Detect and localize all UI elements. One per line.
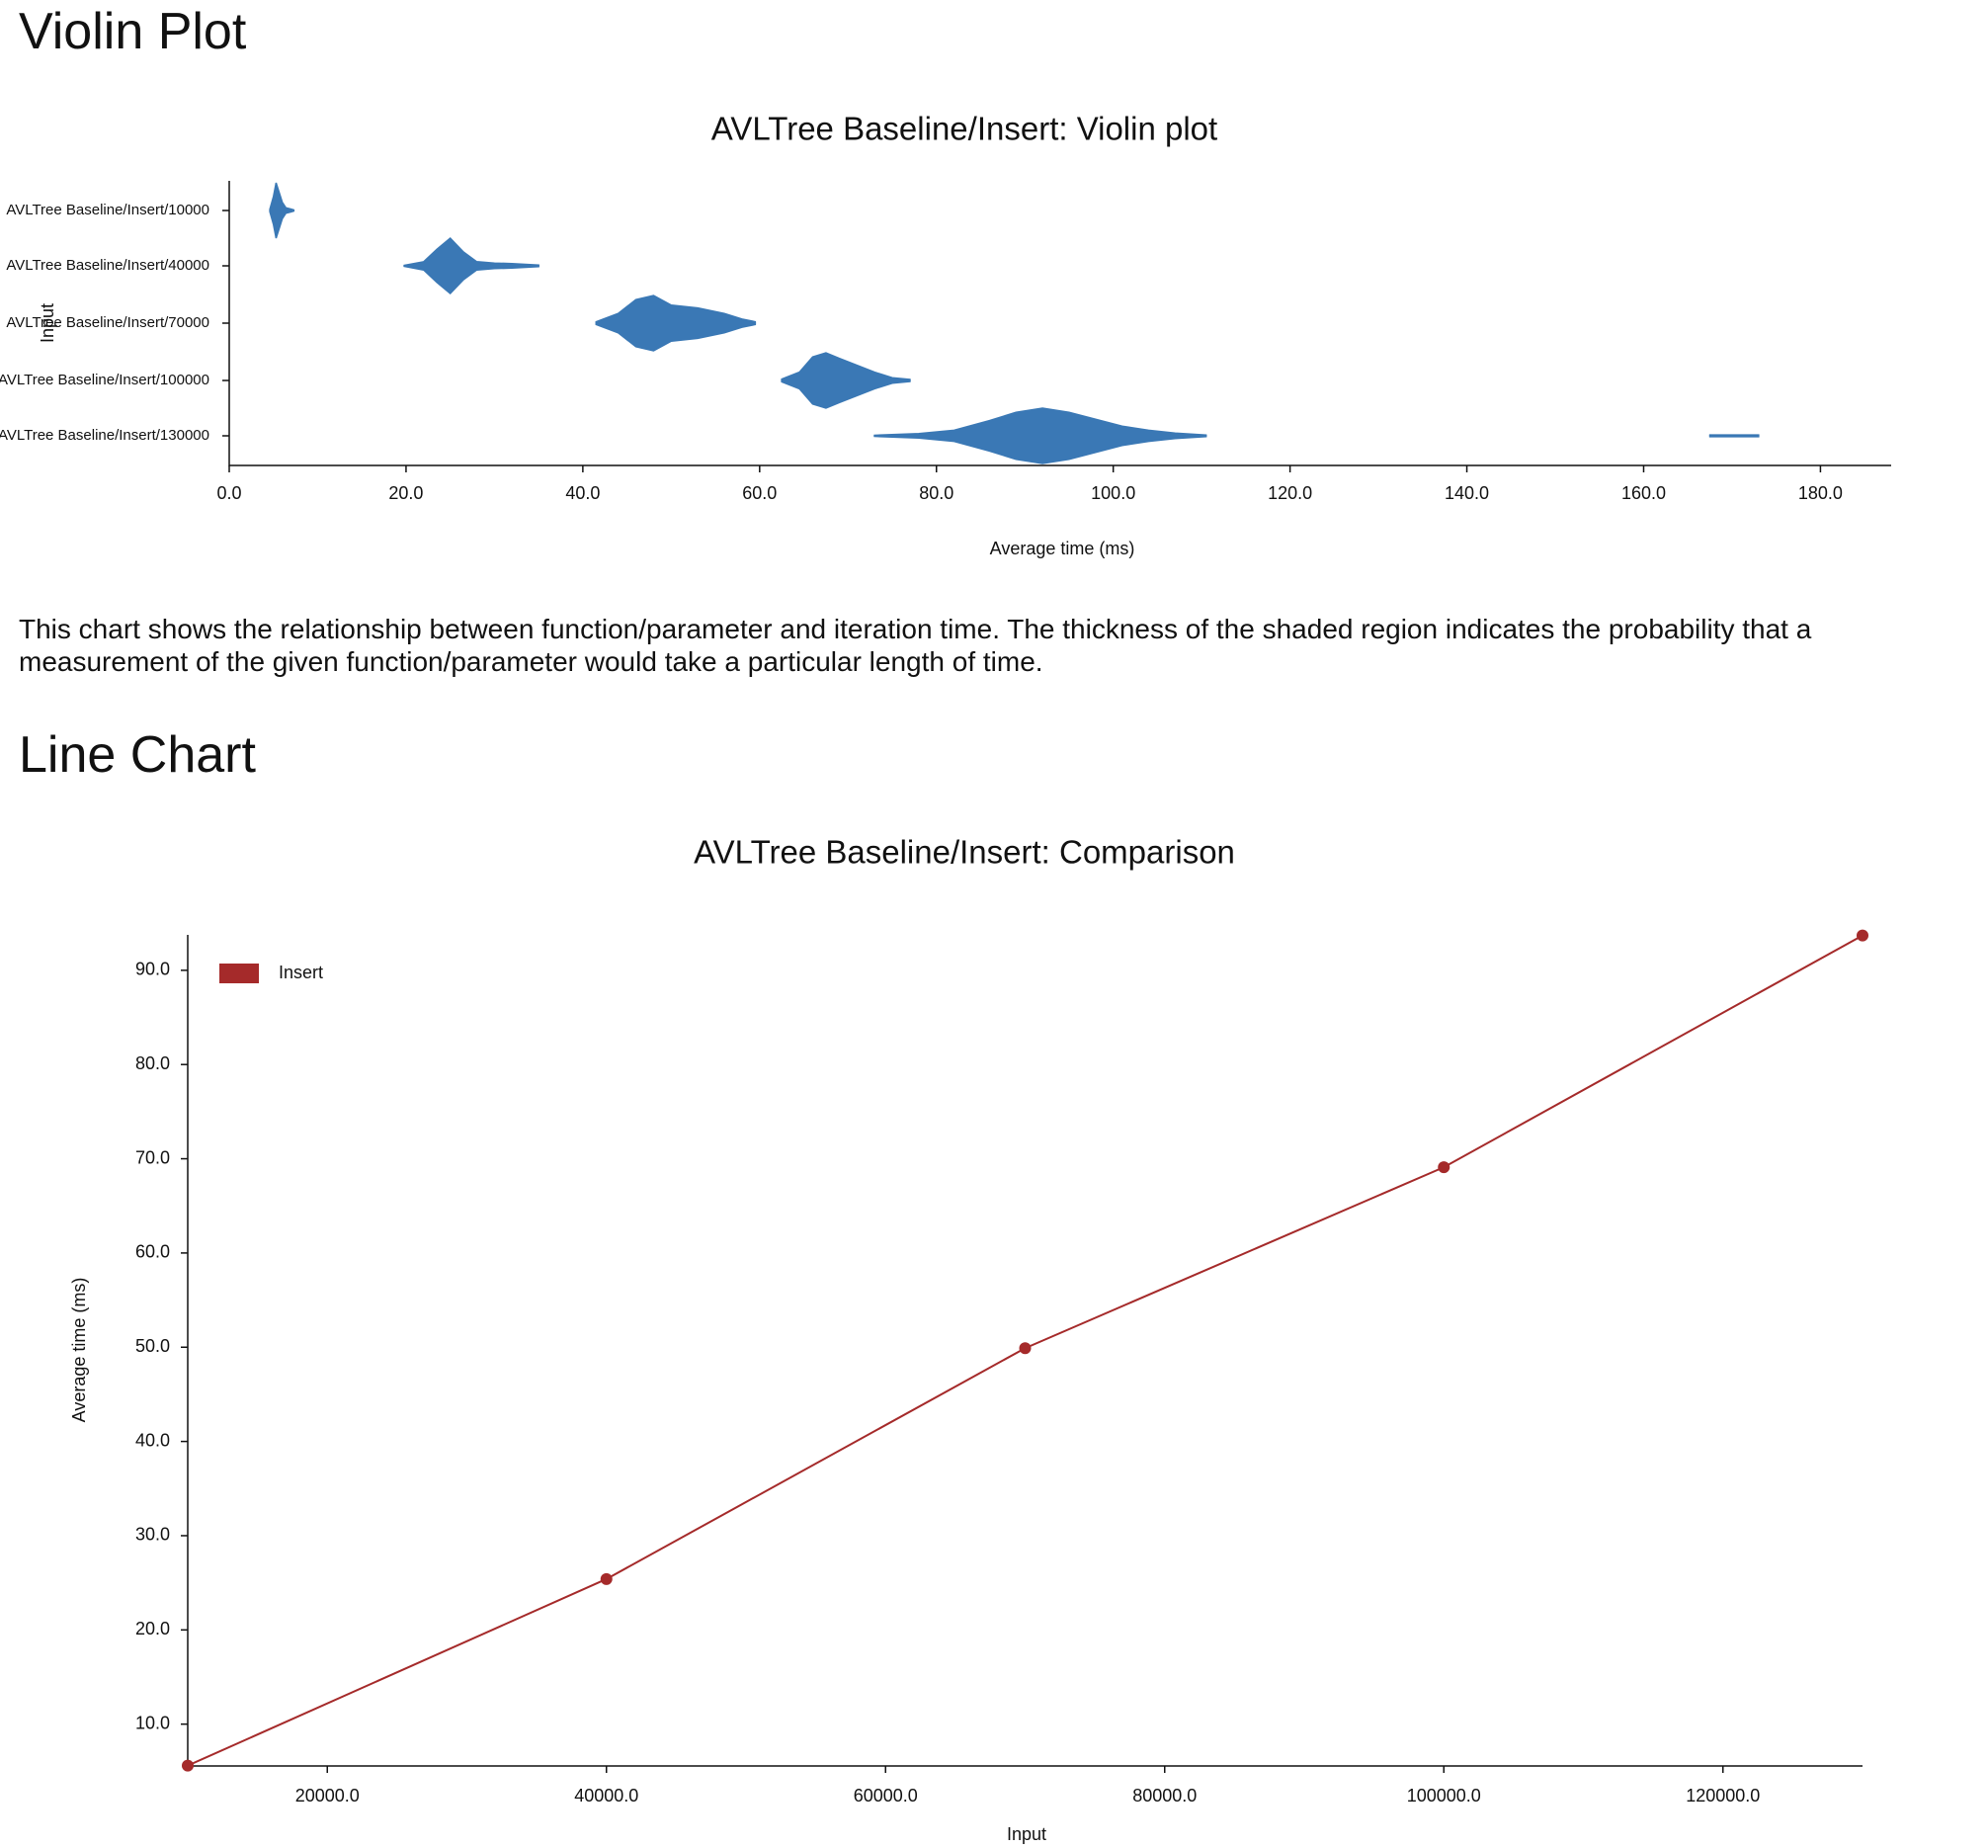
point bbox=[1438, 1161, 1450, 1174]
x-tick-label: 20000.0 bbox=[295, 1786, 360, 1806]
point bbox=[1019, 1342, 1032, 1355]
y-tick-label: 60.0 bbox=[135, 1242, 170, 1262]
x-tick-label: 60.0 bbox=[742, 483, 777, 503]
y-tick-label: 50.0 bbox=[135, 1336, 170, 1356]
y-axis-title: Average time (ms) bbox=[69, 1278, 89, 1423]
x-tick-label: 180.0 bbox=[1798, 483, 1843, 503]
legend-label: Insert bbox=[279, 963, 323, 982]
x-tick-label: 120000.0 bbox=[1686, 1786, 1760, 1806]
x-tick-label: 140.0 bbox=[1445, 483, 1489, 503]
point bbox=[182, 1759, 194, 1772]
y-tick-label: AVLTree Baseline/Insert/100000 bbox=[0, 372, 209, 388]
point bbox=[1857, 929, 1868, 942]
x-tick-label: 80000.0 bbox=[1132, 1786, 1197, 1806]
violin-half bbox=[269, 182, 295, 211]
violin-half bbox=[269, 210, 295, 239]
y-tick-label: 80.0 bbox=[135, 1053, 170, 1073]
violin-half bbox=[873, 407, 1760, 437]
y-tick-label: 30.0 bbox=[135, 1525, 170, 1545]
y-tick-label: 90.0 bbox=[135, 960, 170, 979]
violin-half bbox=[781, 352, 911, 381]
x-tick-label: 100000.0 bbox=[1407, 1786, 1481, 1806]
y-tick-label: AVLTree Baseline/Insert/40000 bbox=[6, 257, 209, 274]
y-tick-label: 20.0 bbox=[135, 1619, 170, 1638]
y-tick-label: 40.0 bbox=[135, 1430, 170, 1450]
chart-title: AVLTree Baseline/Insert: Comparison bbox=[694, 834, 1235, 871]
violin-half bbox=[781, 379, 911, 409]
point bbox=[600, 1572, 613, 1585]
x-tick-label: 60000.0 bbox=[854, 1786, 918, 1806]
x-tick-label: 120.0 bbox=[1268, 483, 1312, 503]
y-axis-title: Input bbox=[38, 303, 57, 343]
x-axis-title: Average time (ms) bbox=[990, 539, 1135, 558]
heading: Line Chart bbox=[19, 726, 256, 784]
y-tick-label: AVLTree Baseline/Insert/130000 bbox=[0, 427, 209, 444]
violin-half bbox=[403, 265, 539, 295]
legend-swatch bbox=[219, 964, 259, 983]
heading: Violin Plot bbox=[19, 3, 247, 60]
y-tick-label: AVLTree Baseline/Insert/10000 bbox=[6, 202, 209, 218]
x-tick-label: 20.0 bbox=[388, 483, 423, 503]
x-tick-label: 160.0 bbox=[1621, 483, 1666, 503]
y-tick-label: 10.0 bbox=[135, 1713, 170, 1732]
description: This chart shows the relationship betwee… bbox=[19, 614, 1812, 677]
x-tick-label: 80.0 bbox=[919, 483, 953, 503]
x-tick-label: 100.0 bbox=[1091, 483, 1135, 503]
violin-half bbox=[595, 322, 757, 352]
violin-half bbox=[873, 435, 1760, 464]
violin-half bbox=[403, 236, 539, 267]
x-tick-label: 40.0 bbox=[565, 483, 600, 503]
chart-title: AVLTree Baseline/Insert: Violin plot bbox=[711, 111, 1217, 147]
x-tick-label: 40000.0 bbox=[574, 1786, 638, 1806]
y-tick-label: AVLTree Baseline/Insert/70000 bbox=[6, 314, 209, 331]
x-tick-label: 0.0 bbox=[216, 483, 241, 503]
x-axis-title: Input bbox=[1007, 1824, 1046, 1844]
violin-half bbox=[595, 294, 757, 324]
y-tick-label: 70.0 bbox=[135, 1147, 170, 1167]
